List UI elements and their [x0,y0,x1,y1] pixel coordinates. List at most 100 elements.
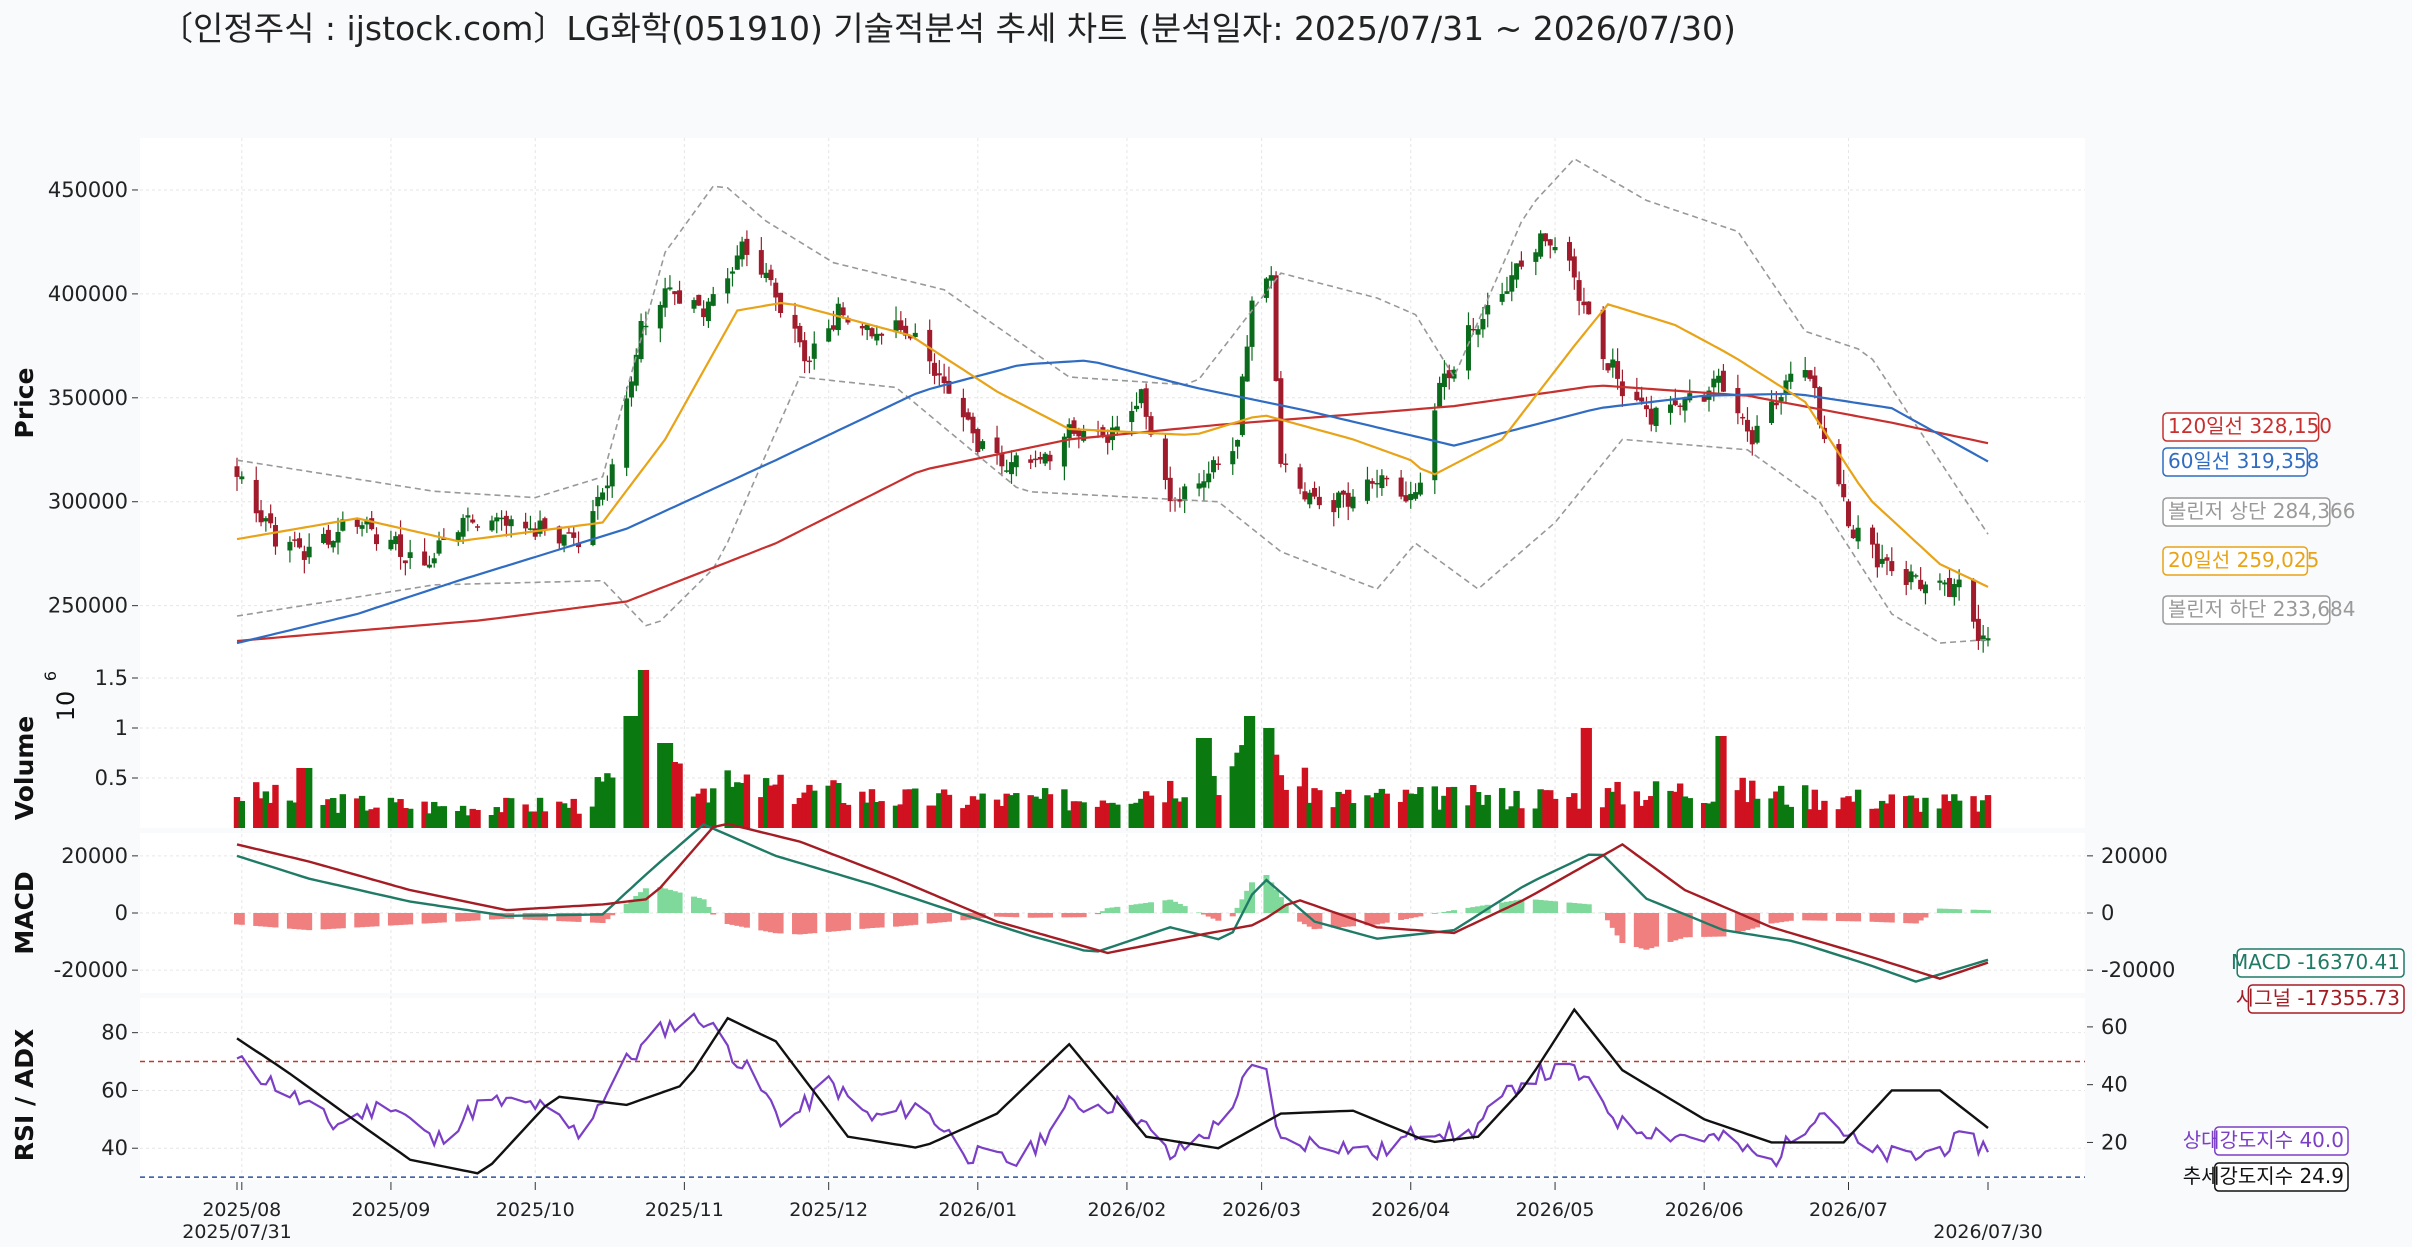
candle-body [1302,491,1308,500]
volume-bar [902,789,909,828]
candle-body [1167,477,1173,502]
macd-histogram-bar [561,913,568,922]
candle-body [431,558,437,564]
macd-histogram-bar [1518,899,1525,913]
candle-body [1129,410,1135,423]
volume-bar [758,797,765,828]
candle [739,236,745,267]
candle-body [1273,275,1279,381]
candle [272,516,278,555]
macd-histogram-bar [589,913,596,923]
candle-body [340,519,346,531]
macd-histogram-bar [936,913,943,923]
macd-histogram-bar [1778,913,1785,923]
macd-histogram-bar [1922,913,1929,918]
candle-body [1033,458,1039,461]
candle [1668,396,1674,425]
macd-line [236,822,1989,983]
candle [763,262,769,283]
candle-body [393,536,399,545]
volume-bar [253,782,260,828]
candle [1182,483,1188,514]
macd-histogram-bar [1431,913,1438,914]
volume-bar [1296,786,1304,828]
candle-body [1061,436,1067,467]
volume-bar [469,808,476,828]
volume-bar [628,716,635,828]
macd-histogram-bar [1475,906,1482,913]
macd-histogram-bar [671,891,678,913]
macd-histogram-bar [994,913,1001,917]
candle-body [773,282,779,298]
candle [657,301,663,343]
candle [239,471,245,484]
candle [1441,360,1447,400]
macd-histogram-bar [1604,913,1611,921]
candle-body [662,288,668,308]
candle [701,300,707,326]
candle [1870,524,1876,559]
candle-body [1514,263,1520,280]
macd-histogram-bar [1580,903,1587,913]
macd-histogram-bar [1465,907,1472,913]
volume-bar [1046,794,1054,828]
macd-histogram-bar [1099,911,1106,913]
volume-bar [1263,728,1270,828]
macd-histogram-bar [1946,908,1953,913]
panel-rsi-y-axis: 40 60 80 [101,1021,2085,1160]
volume-bar [1407,793,1414,828]
volume-bar [474,809,481,828]
candle [879,332,885,345]
candle [1951,578,1957,606]
macd-histogram-bar [1648,913,1655,949]
candle [672,291,678,306]
candle [859,321,865,336]
y-tick-label: 0 [2101,901,2114,925]
panel-rsi-background [140,998,2085,1180]
chart-title: 〔인정주식 : ijstock.com〕LG화학(051910) 기술적분석 추… [160,9,1736,48]
candle-body [1841,484,1847,498]
candle [604,475,610,501]
candle [1586,301,1592,315]
candle [1788,361,1794,390]
macd-histogram-bar [941,913,948,923]
volume-bar [1551,798,1559,828]
candle [402,560,408,576]
candle-body [600,492,606,500]
candle-body [903,325,909,336]
candle-body [893,320,899,333]
volume-bar [1850,801,1857,828]
candle-body [1283,463,1289,465]
macd-histogram-bar [1364,913,1371,926]
volume-bar [1383,793,1390,828]
volume-bar [267,802,274,828]
volume-bar [1402,789,1410,828]
candle [1066,418,1072,448]
candle-body [1230,451,1236,465]
macd-histogram-bar [767,913,774,933]
price-value-label-5: 볼린저 하단 233,684 [2162,595,2355,625]
volume-bar [1340,793,1347,828]
candle [1514,263,1520,289]
volume-bar [1397,801,1405,828]
macd-histogram-bar [1908,913,1915,924]
candle [1566,236,1572,272]
candle [1682,396,1688,423]
volume-bar [1912,798,1920,828]
macd-histogram-bar [234,913,240,925]
macd-histogram-bar [657,887,664,913]
candle-body [1884,557,1890,561]
macd-value-label-1-text: MACD -16370.41 [2231,950,2400,974]
macd-histogram-bar [1874,913,1881,922]
candle-body [1735,388,1741,414]
candle-body [1740,416,1746,419]
macd-histogram-bar [1080,913,1087,918]
candle-body [811,343,817,359]
candle-body [840,307,846,316]
candle [301,545,307,574]
candle-body [1504,291,1510,294]
candle-body [1817,387,1823,425]
candle-body [1518,260,1524,267]
volume-bar [426,813,433,828]
macd-histogram-bar [1330,913,1337,928]
